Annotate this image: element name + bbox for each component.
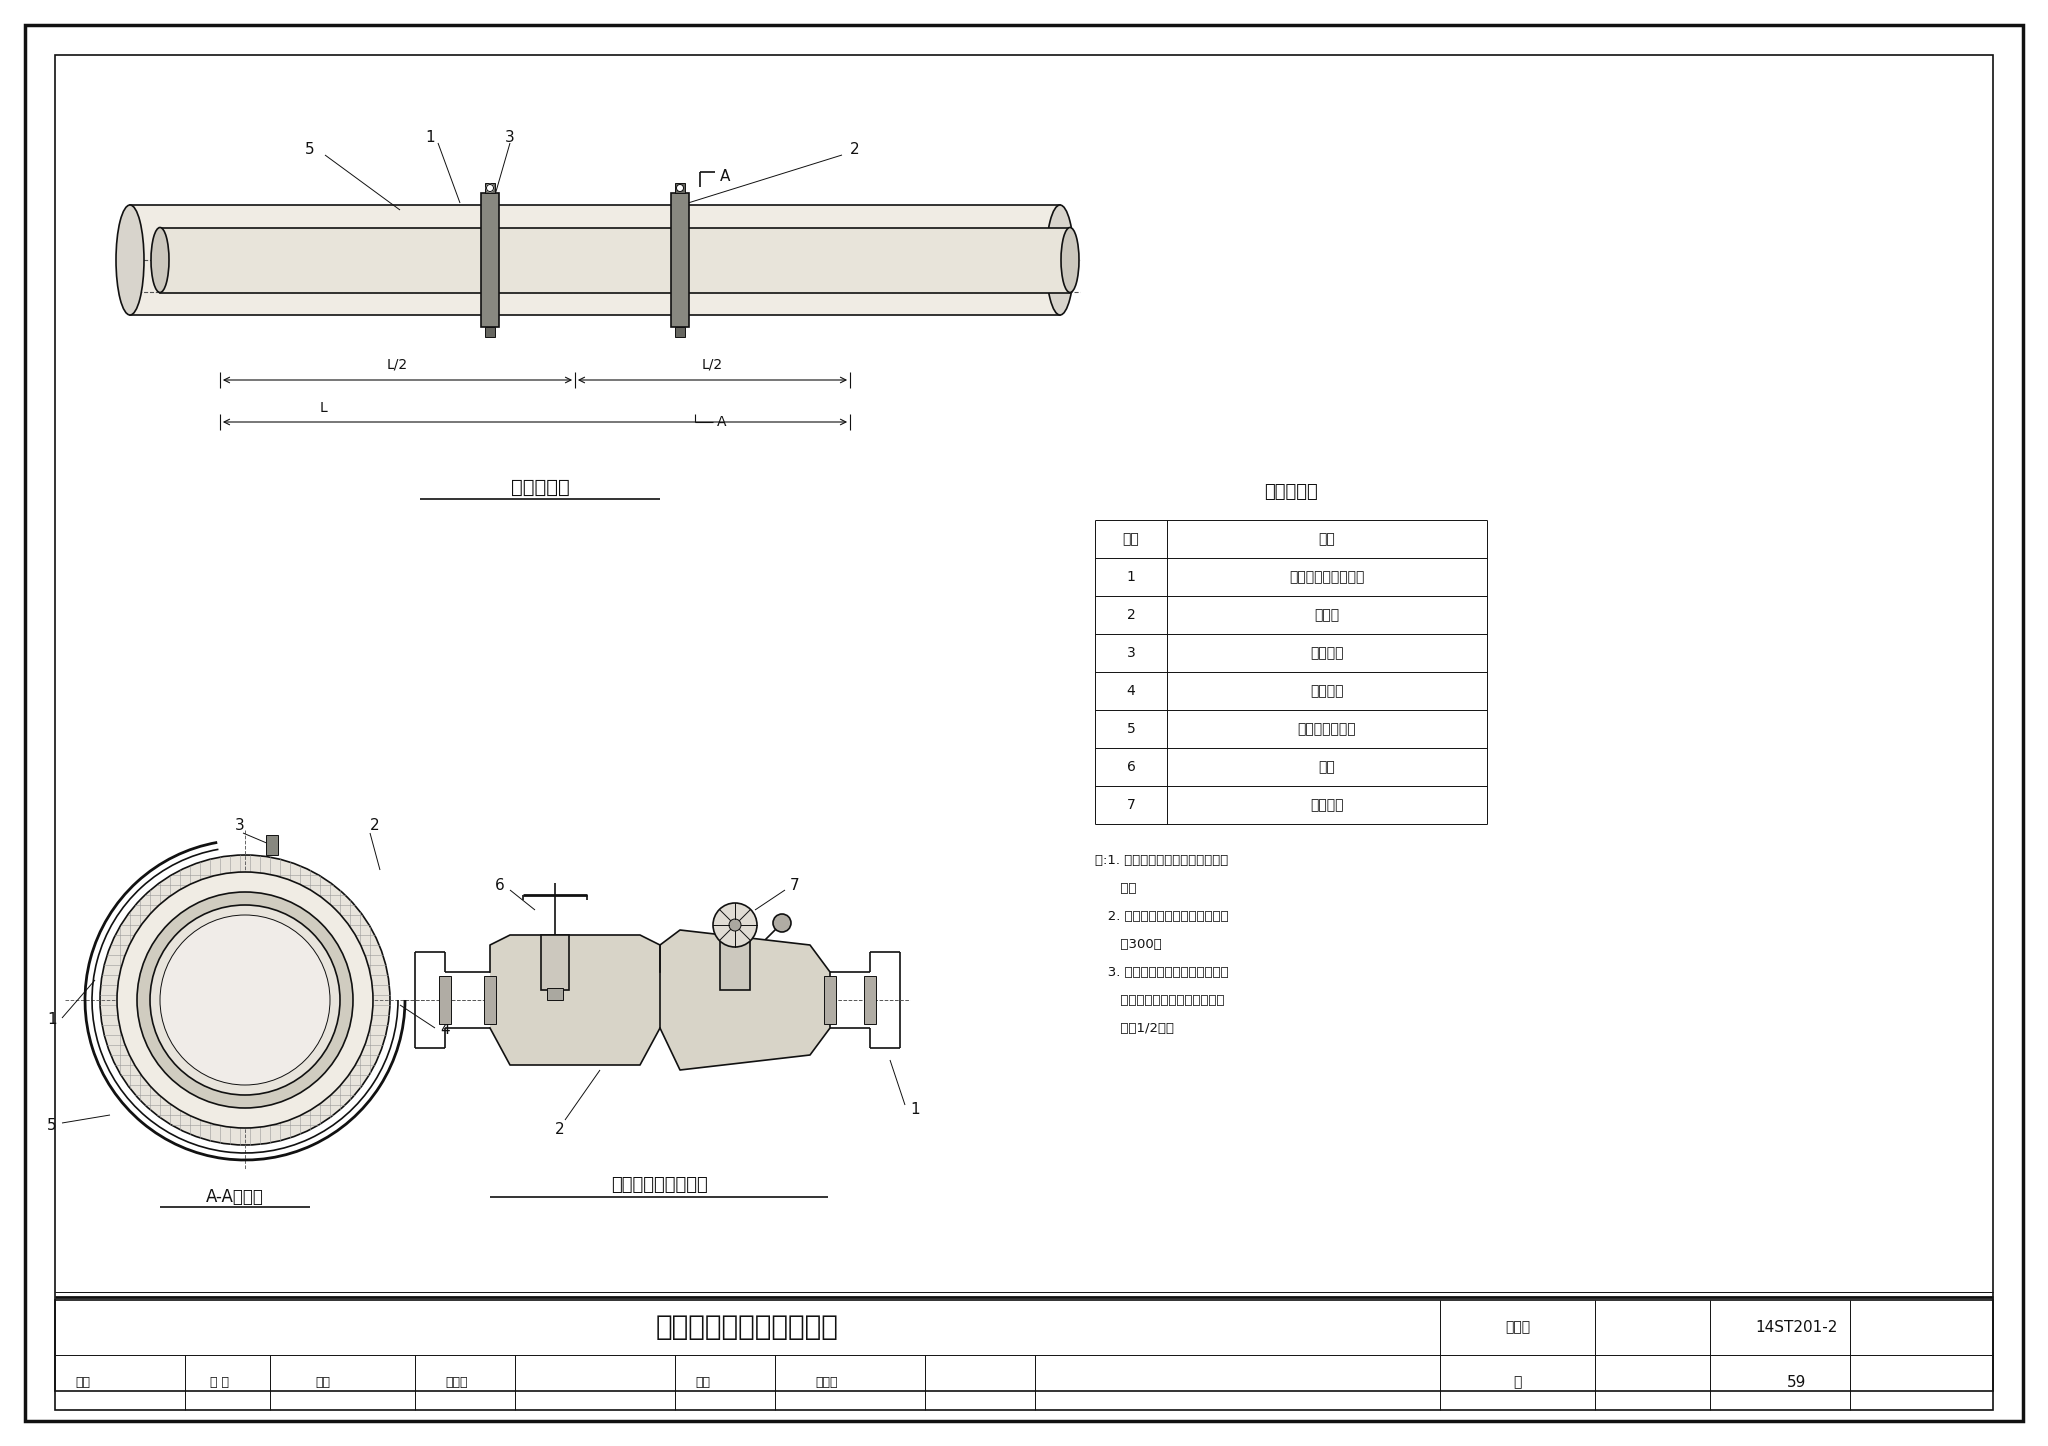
Circle shape xyxy=(729,920,741,931)
Polygon shape xyxy=(659,930,829,1070)
Circle shape xyxy=(100,855,389,1145)
Bar xyxy=(483,976,496,1024)
Text: 59: 59 xyxy=(1786,1375,1806,1390)
Text: A-A剖面图: A-A剖面图 xyxy=(207,1189,264,1206)
Bar xyxy=(676,184,684,192)
Text: 图集号: 图集号 xyxy=(1505,1320,1530,1335)
Bar xyxy=(823,976,836,1024)
Bar xyxy=(438,976,451,1024)
Text: 温。: 温。 xyxy=(1096,882,1137,895)
Text: 3: 3 xyxy=(236,817,246,833)
Ellipse shape xyxy=(1061,227,1079,292)
Text: 阀门: 阀门 xyxy=(1319,761,1335,774)
Ellipse shape xyxy=(117,205,143,315)
Text: 2: 2 xyxy=(850,143,860,158)
Text: 编号: 编号 xyxy=(1122,532,1139,547)
Bar xyxy=(672,192,688,327)
Text: 6: 6 xyxy=(1126,761,1135,774)
Text: L/2: L/2 xyxy=(702,359,723,372)
Text: 2: 2 xyxy=(371,817,379,833)
Bar xyxy=(481,192,500,327)
Text: 4: 4 xyxy=(1126,684,1135,698)
Circle shape xyxy=(772,914,791,933)
Text: 甘 楠: 甘 楠 xyxy=(211,1377,229,1390)
Circle shape xyxy=(676,185,684,191)
Text: 道保温防火材料）管片接缝应: 道保温防火材料）管片接缝应 xyxy=(1096,993,1225,1006)
Text: 紧固螺母: 紧固螺母 xyxy=(1311,684,1343,698)
Text: 5: 5 xyxy=(1126,722,1135,736)
Bar xyxy=(160,228,1069,294)
Text: 于300。: 于300。 xyxy=(1096,938,1161,951)
Bar xyxy=(55,1300,1993,1410)
Text: 校对: 校对 xyxy=(315,1377,330,1390)
Text: 紧固螺杆: 紧固螺杆 xyxy=(1311,646,1343,659)
Text: 1: 1 xyxy=(909,1102,920,1118)
Bar xyxy=(547,988,563,1001)
Text: L/2: L/2 xyxy=(387,359,408,372)
Text: A: A xyxy=(721,169,731,184)
Text: 6: 6 xyxy=(496,878,506,892)
Text: 名称对照表: 名称对照表 xyxy=(1264,483,1317,500)
Circle shape xyxy=(117,872,373,1128)
Text: 错开1/2片。: 错开1/2片。 xyxy=(1096,1022,1174,1035)
Bar xyxy=(721,936,750,991)
Text: 1: 1 xyxy=(47,1012,57,1028)
Text: 消火栓及阀门处安装: 消火栓及阀门处安装 xyxy=(612,1176,709,1194)
Polygon shape xyxy=(489,936,659,1066)
Text: 消火栓头: 消火栓头 xyxy=(1311,798,1343,813)
Bar xyxy=(266,836,279,856)
Circle shape xyxy=(713,902,758,947)
Text: 不燃防跌复合保温管: 不燃防跌复合保温管 xyxy=(1290,570,1364,584)
Circle shape xyxy=(160,915,330,1084)
Text: 3. 不燃防跌复合保温管（无机管: 3. 不燃防跌复合保温管（无机管 xyxy=(1096,966,1229,979)
Text: 1: 1 xyxy=(426,130,434,145)
Text: 5: 5 xyxy=(47,1118,57,1132)
Text: 3: 3 xyxy=(506,130,514,145)
Text: 4: 4 xyxy=(440,1022,451,1037)
Circle shape xyxy=(487,185,494,191)
Text: 7: 7 xyxy=(791,878,801,892)
Text: 14ST201-2: 14ST201-2 xyxy=(1755,1320,1837,1335)
Text: 1: 1 xyxy=(1126,570,1135,584)
Text: 设计: 设计 xyxy=(694,1377,711,1390)
Bar xyxy=(676,327,684,337)
Circle shape xyxy=(150,905,340,1095)
Circle shape xyxy=(137,892,352,1108)
Text: 2. 紧固圈安装距管片接缝处不大: 2. 紧固圈安装距管片接缝处不大 xyxy=(1096,910,1229,923)
Text: 区间消防管道保温结构图: 区间消防管道保温结构图 xyxy=(655,1313,840,1342)
Text: 紧固圈: 紧固圈 xyxy=(1315,607,1339,622)
Text: 7: 7 xyxy=(1126,798,1135,813)
Text: A: A xyxy=(717,415,727,429)
Bar xyxy=(485,327,496,337)
Text: 赵际顺: 赵际顺 xyxy=(444,1377,467,1390)
Ellipse shape xyxy=(1047,205,1073,315)
Text: 赵恒鹏: 赵恒鹏 xyxy=(815,1377,838,1390)
Bar xyxy=(129,205,1061,315)
Text: 5: 5 xyxy=(305,143,315,158)
Ellipse shape xyxy=(152,227,170,292)
Bar xyxy=(541,936,569,991)
Text: L: L xyxy=(319,401,328,415)
Text: 名称: 名称 xyxy=(1319,532,1335,547)
Text: 注:1. 适用于地铁区间消防水管道保: 注:1. 适用于地铁区间消防水管道保 xyxy=(1096,855,1229,868)
Bar xyxy=(485,184,496,192)
Text: 3: 3 xyxy=(1126,646,1135,659)
Bar xyxy=(864,976,877,1024)
Text: 直管段安装: 直管段安装 xyxy=(510,477,569,496)
Text: 球墨铸铁消防管: 球墨铸铁消防管 xyxy=(1298,722,1356,736)
Text: 2: 2 xyxy=(1126,607,1135,622)
Text: 2: 2 xyxy=(555,1122,565,1138)
Text: 页: 页 xyxy=(1513,1375,1522,1390)
Text: 审核: 审核 xyxy=(76,1377,90,1390)
